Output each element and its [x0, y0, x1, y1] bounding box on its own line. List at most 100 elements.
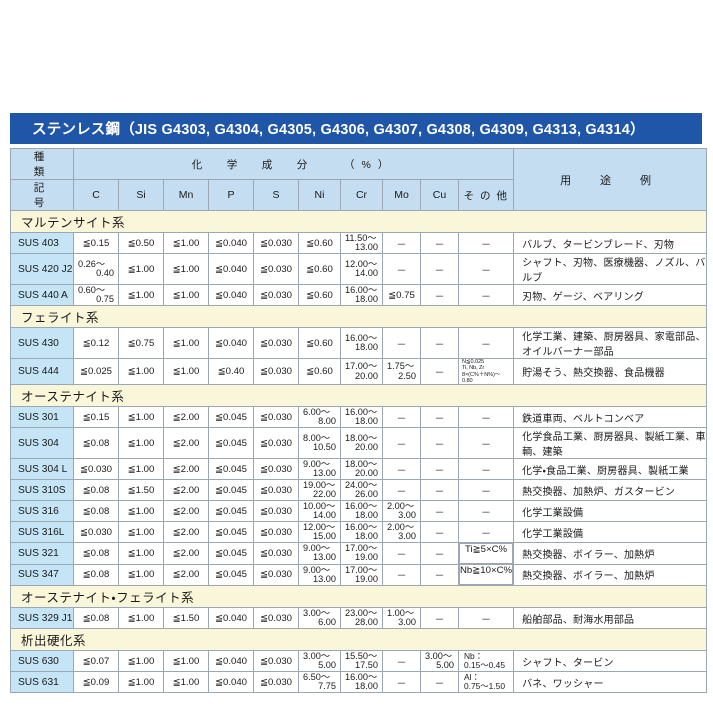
other-note-line: Nb： [464, 650, 484, 661]
cell-mo: － [382, 542, 421, 565]
header-use-example: 用 途 例 [513, 148, 708, 211]
range-min: 3.00～ [425, 650, 453, 661]
cell-ni: 9.00～ 13.00 [298, 542, 341, 565]
cell-p: ≦0.045 [208, 521, 254, 543]
cell-s: ≦0.030 [253, 458, 299, 480]
table-header: 種 類 化 学 成 分 （%） 用 途 例 記 号 C Si Mn P S Ni… [10, 148, 708, 211]
cell-mn: ≦2.00 [163, 406, 209, 428]
header-col-cu: Cu [420, 179, 459, 211]
cell-p: ≦0.045 [208, 479, 254, 501]
cell-cu: － [420, 284, 459, 306]
header-col-s: S [253, 179, 299, 211]
table-row: SUS 304 ≦0.08 ≦1.00 ≦2.00 ≦0.045 ≦0.030 8.00～ 1… [10, 427, 708, 459]
cell-ni: 9.00～ 13.00 [298, 563, 341, 586]
cell-c: ≦0.15 [73, 232, 119, 254]
grade-cell: SUS 301 [10, 406, 74, 428]
cell-p: ≦0.045 [208, 563, 254, 586]
range-max: 13.00 [355, 242, 378, 252]
cell-mn: ≦2.00 [163, 427, 209, 459]
range-max: 13.00 [313, 573, 336, 584]
table-row: SUS 301 ≦0.15 ≦1.00 ≦2.00 ≦0.045 ≦0.030 6.00～ 8… [10, 406, 708, 428]
cell-mo: － [382, 458, 421, 480]
range-min: 16.00～ [345, 332, 378, 343]
header-col-other: そ の 他 [457, 179, 515, 211]
header-col-mo: Mo [382, 179, 421, 211]
range-min: 3.00～ [303, 650, 331, 661]
cell-cr: 17.00～ 19.00 [340, 542, 383, 565]
section-header-row: フェライト系 [9, 305, 708, 328]
range-min: 16.00～ [345, 406, 378, 417]
range-min: 3.00～ [303, 607, 331, 618]
range-max: 5.00 [436, 660, 454, 670]
cell-cr: 17.00～ 20.00 [340, 358, 383, 385]
use-example-cell: シャフト、タービン [513, 650, 708, 672]
cell-p: ≦0.045 [208, 542, 254, 565]
cell-cu: － [420, 406, 459, 428]
cell-si: ≦1.00 [118, 521, 164, 543]
grade-cell: SUS 347 [10, 563, 74, 586]
grade-cell: SUS 403 [10, 232, 74, 254]
table-row: SUS 321 ≦0.08 ≦1.00 ≦2.00 ≦0.045 ≦0.030 9.00～ 1… [10, 542, 708, 565]
cell-mo: － [382, 563, 421, 586]
cell-c: ≦0.08 [73, 563, 119, 586]
cell-cu: － [420, 542, 459, 565]
cell-mo: 1.00～ 3.00 [382, 607, 421, 629]
other-note-line: Al： [464, 671, 480, 682]
range-max: 22.00 [313, 489, 336, 499]
cell-p: ≦0.40 [208, 358, 254, 385]
range-max: 28.00 [355, 617, 378, 627]
range-max: 26.00 [355, 489, 378, 499]
cell-cr: 23.00～ 28.00 [340, 607, 383, 629]
use-example-cell: 熱交換器、加熱炉、ガスタービン [513, 479, 708, 501]
cell-c: ≦0.12 [73, 327, 119, 359]
cell-ni: 12.00～ 15.00 [298, 521, 341, 543]
grade-cell: SUS 316L [10, 521, 74, 543]
cell-ni: 3.00～ 5.00 [298, 650, 341, 672]
cell-p: ≦0.045 [208, 458, 254, 480]
range-min: 6.50～ [303, 671, 331, 682]
cell-cr: 16.00～ 18.00 [340, 284, 383, 306]
range-max: 19.00 [355, 573, 378, 584]
cell-ni: 19.00～ 22.00 [298, 479, 341, 501]
cell-si: ≦1.00 [118, 284, 164, 306]
range-min: 12.00～ [345, 258, 378, 269]
range-min: 11.50～ [345, 232, 377, 243]
cell-mn: ≦2.00 [163, 542, 209, 565]
cell-mn: ≦1.00 [163, 671, 209, 693]
cell-cu: － [420, 327, 459, 359]
cell-mn: ≦1.50 [163, 607, 209, 629]
cell-c: ≦0.08 [73, 427, 119, 459]
range-max: 20.00 [355, 468, 378, 478]
cell-cr: 24.00～ 26.00 [340, 479, 383, 501]
cell-si: ≦1.00 [118, 358, 164, 385]
cell-mo: － [382, 406, 421, 428]
cell-other: － [457, 521, 515, 543]
header-col-ni: Ni [298, 179, 341, 211]
cell-other: － [457, 284, 515, 306]
cell-p: ≦0.040 [208, 232, 254, 254]
cell-cu: － [420, 232, 459, 254]
header-kind-line1: 種 類 [10, 148, 77, 180]
cell-mo: 1.75～ 2.50 [382, 358, 421, 385]
cell-mn: ≦1.00 [163, 284, 209, 306]
cell-cr: 16.00～ 18.00 [340, 500, 383, 522]
cell-cu: － [420, 458, 459, 480]
cell-other: － [457, 232, 515, 254]
cell-s: ≦0.030 [253, 650, 299, 672]
table-row: SUS 316L ≦0.030 ≦1.00 ≦2.00 ≦0.045 ≦0.030 12.0… [10, 521, 708, 543]
cell-c: ≦0.08 [73, 479, 119, 501]
grade-cell: SUS 430 [10, 327, 74, 359]
cell-cr: 16.00～ 18.00 [340, 327, 383, 359]
cell-ni: ≦0.60 [298, 327, 341, 359]
range-max: 18.00 [355, 416, 378, 426]
range-min: 19.00～ [303, 479, 336, 490]
cell-other: Nb≧10×C% [459, 564, 514, 585]
table-row: SUS 304 L ≦0.030 ≦1.00 ≦2.00 ≦0.045 ≦0.030 9.0… [10, 458, 708, 480]
header-composition-group: 化 学 成 分 （%） [72, 148, 515, 180]
cell-c: ≦0.08 [73, 542, 119, 565]
cell-s: ≦0.030 [253, 427, 299, 459]
other-note-line: 0.15～0.45 [464, 660, 505, 670]
cell-cu: － [420, 500, 459, 522]
cell-other: Al： 0.75～1.50 [457, 671, 515, 693]
